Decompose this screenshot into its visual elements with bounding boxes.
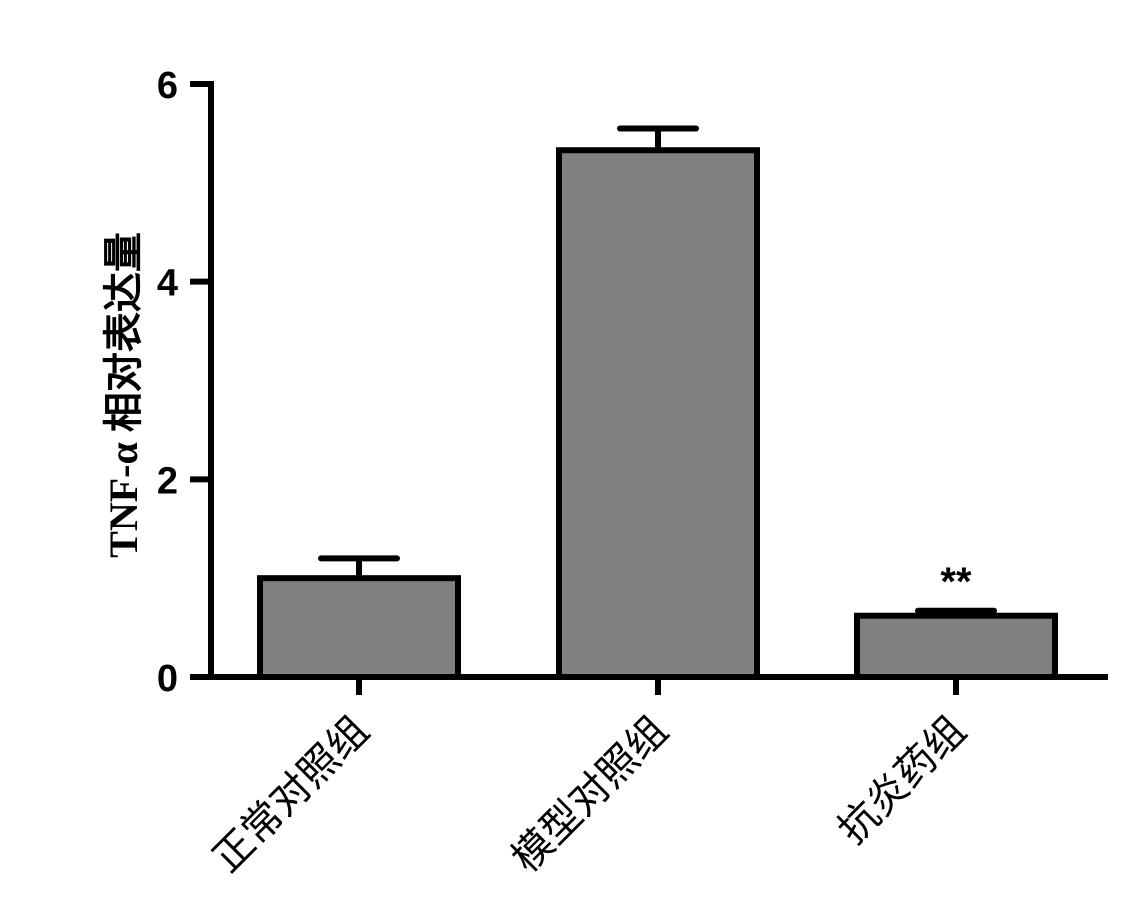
y-tick-label-1: 0 [157,658,178,700]
x-tick-label-1: 正常对照组 [204,708,378,882]
y-tick-label-4: 6 [157,65,178,107]
bars-layer [257,125,1058,681]
y-tick-label-3: 4 [157,263,178,305]
significance-marker-3: ** [940,560,972,604]
x-tick-label-2: 模型对照组 [503,708,677,882]
bar-3 [854,612,1058,680]
bar-1 [257,575,461,681]
x-tick-label-3: 抗炎药组 [829,708,975,854]
axes-layer [190,81,1108,695]
bar-2 [556,147,760,681]
y-axis-label: TNF-α 相对表达量 [101,232,146,558]
y-tick-label-2: 2 [157,460,178,502]
